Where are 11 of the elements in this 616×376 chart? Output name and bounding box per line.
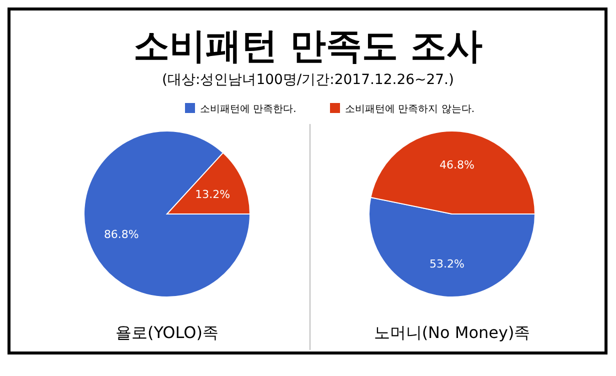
text: 욜로(YOLO)족	[116, 323, 218, 342]
data-label: 86.8%	[104, 228, 139, 242]
legend-label: 소비패턴에 만족한다.	[200, 104, 296, 115]
data-label: 53.2%	[430, 258, 464, 271]
text: 노머니(No Money)족	[374, 323, 530, 342]
legend-label: 소비패턴에 만족하지 않는다.	[345, 104, 475, 115]
data-label: 13.2%	[195, 188, 230, 201]
data-label: 46.8%	[440, 158, 474, 172]
pie-slice	[84, 130, 250, 298]
chart-subtitle: (대상:성인남녀100명/기간:2017.12.26~27.)	[162, 72, 454, 88]
chart-title: 소비패턴 만족도 조사	[133, 26, 483, 67]
